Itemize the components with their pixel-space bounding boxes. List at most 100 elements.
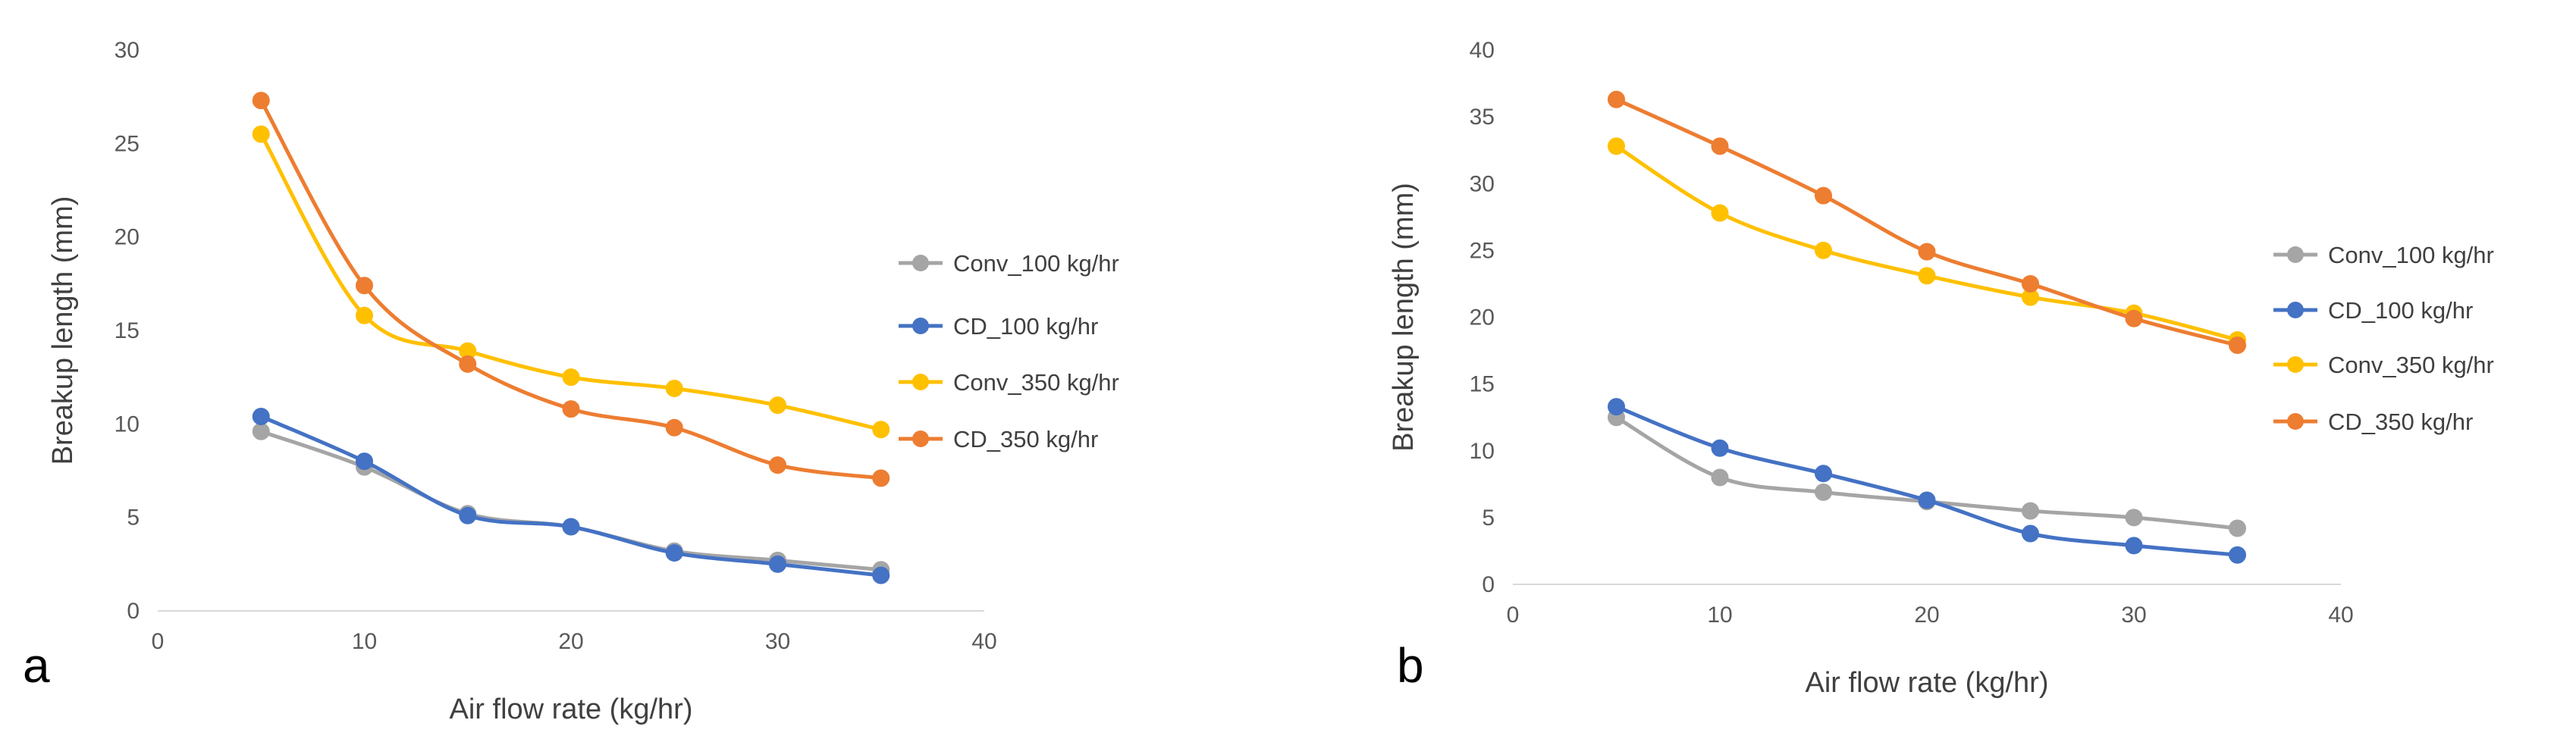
legend-marker [912, 374, 929, 390]
data-point [252, 125, 270, 143]
data-point [562, 400, 580, 418]
series-line [1614, 415, 2239, 531]
data-point [769, 555, 786, 573]
data-point [1815, 241, 1832, 259]
y-tick-label: 15 [1470, 372, 1495, 397]
y-tick-label: 10 [1470, 439, 1495, 464]
data-point [769, 396, 786, 415]
data-point [665, 544, 683, 562]
panel-label: b [1397, 638, 1424, 693]
y-tick-label: 5 [127, 506, 140, 531]
data-point [252, 422, 270, 440]
data-point [872, 469, 890, 487]
data-point [1918, 267, 1936, 285]
y-axis-title: Breakup length (mm) [1388, 183, 1420, 452]
legend-marker [2287, 302, 2304, 318]
data-point [459, 506, 477, 524]
data-point [872, 566, 890, 584]
x-tick-label: 40 [971, 629, 996, 654]
data-point [2022, 524, 2039, 543]
x-tick-label: 40 [2328, 603, 2353, 628]
data-point [872, 421, 890, 439]
x-axis-title: Air flow rate (kg/hr) [1806, 667, 2049, 699]
panel-a-chart: 0 5 10 15 20 25 30 0 10 20 30 40 Air flow rate (kg/h… [23, 38, 1119, 725]
series-line [259, 99, 883, 481]
legend-marker [912, 318, 929, 334]
legend-marker [912, 430, 929, 447]
series-line [259, 429, 883, 572]
legend-label: Conv_350 kg/hr [953, 369, 1119, 396]
data-point [1815, 465, 1832, 483]
x-tick-label: 30 [2121, 603, 2146, 628]
x-tick-label: 0 [1507, 603, 1520, 628]
x-tick-label: 10 [1707, 603, 1732, 628]
x-tick-label: 10 [352, 629, 377, 654]
data-point [562, 368, 580, 387]
series-line [1614, 405, 2239, 557]
y-tick-label: 0 [1482, 572, 1495, 597]
y-tick-label: 30 [115, 38, 140, 63]
y-tick-label: 25 [115, 131, 140, 156]
legend-marker [2287, 356, 2304, 373]
data-point [1815, 186, 1832, 205]
x-tick-label: 20 [1914, 603, 1939, 628]
y-tick-label: 5 [1482, 506, 1495, 531]
data-point [1711, 439, 1729, 457]
legend-label: Conv_350 kg/hr [2328, 352, 2494, 378]
data-point [2229, 519, 2246, 537]
data-point [2125, 537, 2143, 555]
y-tick-label: 15 [115, 318, 140, 343]
y-tick-label: 20 [1470, 305, 1495, 330]
series-line [259, 414, 883, 578]
data-point [459, 355, 477, 373]
legend-marker [912, 255, 929, 271]
y-tick-label: 40 [1470, 38, 1495, 63]
data-point [1918, 243, 1936, 261]
y-tick-label: 0 [127, 599, 140, 624]
y-tick-label: 20 [115, 225, 140, 250]
data-point [2125, 309, 2143, 327]
data-point [1608, 398, 1625, 416]
data-point [1918, 491, 1936, 509]
y-tick-label: 25 [1470, 238, 1495, 263]
x-tick-label: 20 [558, 629, 583, 654]
series-line [1614, 97, 2239, 348]
legend-label: CD_350 kg/hr [953, 426, 1098, 452]
legend-marker [2287, 413, 2304, 430]
data-point [769, 456, 786, 474]
data-point [2022, 502, 2039, 520]
y-axis-title: Breakup length (mm) [47, 196, 79, 465]
data-point [2022, 274, 2039, 293]
x-tick-label: 30 [765, 629, 790, 654]
data-point [1815, 483, 1832, 501]
data-point [1711, 137, 1729, 155]
data-point [1711, 468, 1729, 487]
data-point [252, 407, 270, 425]
data-point [252, 92, 270, 110]
data-point [1608, 137, 1625, 155]
x-axis-title: Air flow rate (kg/hr) [450, 693, 693, 725]
y-tick-label: 10 [115, 412, 140, 437]
data-point [1608, 90, 1625, 108]
legend-marker [2287, 246, 2304, 263]
x-tick-label: 0 [152, 629, 165, 654]
data-point [665, 379, 683, 397]
data-point [1711, 204, 1729, 222]
y-tick-label: 35 [1470, 105, 1495, 130]
data-point [356, 306, 373, 324]
legend-label: CD_100 kg/hr [2328, 297, 2473, 324]
data-point [356, 277, 373, 295]
data-point [2125, 509, 2143, 527]
legend-label: CD_350 kg/hr [2328, 409, 2473, 435]
panel-label: a [23, 638, 50, 693]
data-point [2229, 546, 2246, 564]
data-point [562, 518, 580, 536]
panel-b-chart: 0 5 10 15 20 25 30 35 40 0 10 20 30 40 Air flow rate (… [1388, 38, 2494, 699]
legend-label: CD_100 kg/hr [953, 313, 1098, 340]
y-tick-label: 30 [1470, 171, 1495, 196]
data-point [2229, 337, 2246, 355]
legend-label: Conv_100 kg/hr [953, 250, 1119, 277]
data-point [665, 418, 683, 437]
data-point [356, 452, 373, 471]
